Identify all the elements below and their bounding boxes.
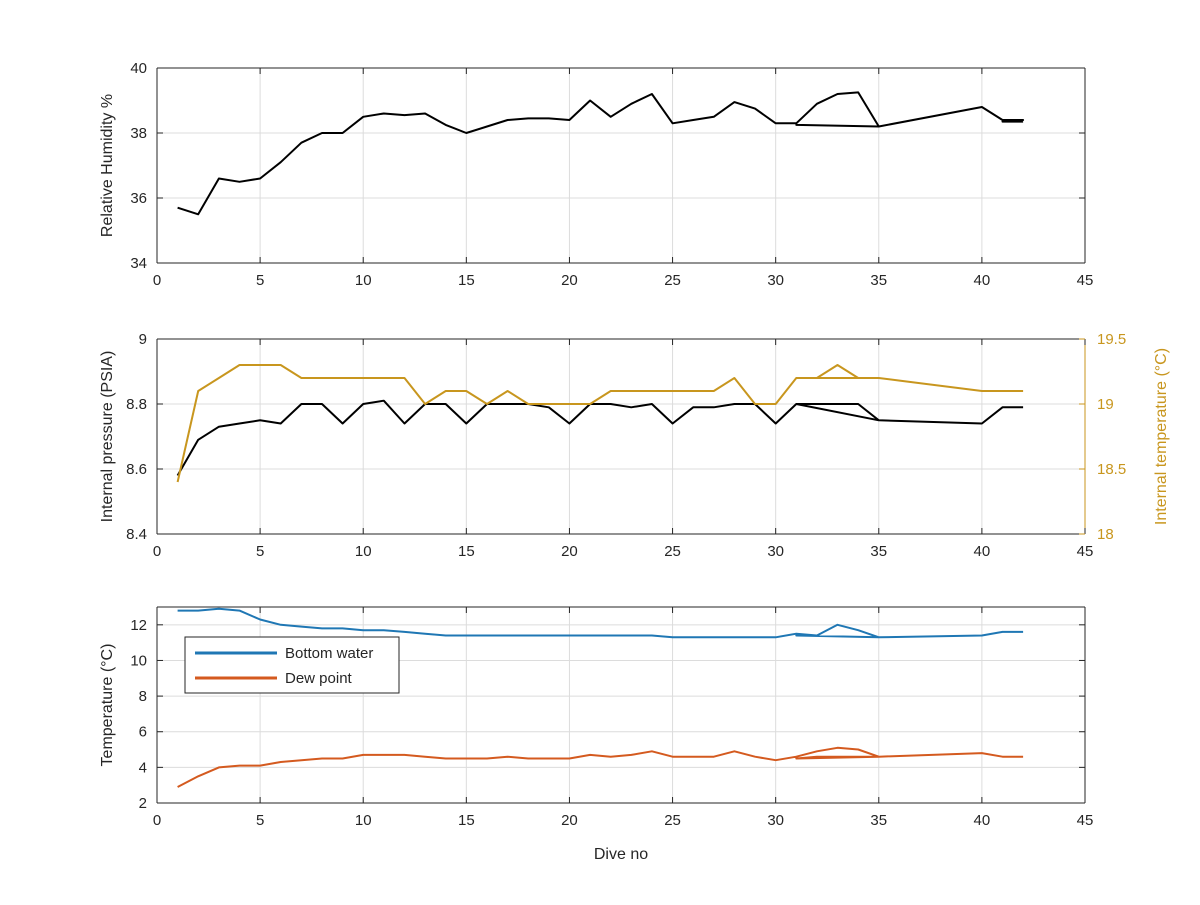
y2-tick-label: 19.5 [1097,331,1126,348]
plot-area [157,68,1085,263]
y-tick-label: 6 [139,724,147,741]
legend-label: Dew point [285,670,353,687]
x-tick-label: 15 [458,272,475,289]
x-tick-label: 10 [355,543,372,560]
y-tick-label: 2 [139,795,147,812]
x-tick-label: 20 [561,272,578,289]
y-tick-label: 8.6 [126,461,147,478]
x-axis-label: Dive no [594,846,648,863]
y-tick-label: 8.4 [126,526,147,543]
x-tick-label: 45 [1077,543,1094,560]
x-tick-label: 10 [355,272,372,289]
x-tick-label: 40 [974,812,991,829]
y-tick-label: 8 [139,688,147,705]
y-tick-label: 36 [130,190,147,207]
x-tick-label: 30 [767,812,784,829]
x-tick-label: 5 [256,272,264,289]
x-tick-label: 45 [1077,812,1094,829]
legend-box [184,636,400,694]
axes-panel-2: 0 5 10 15 20 25 30 35 40 45 8.4 8.6 8.8 9 18 18.5 19 19.5… [99,331,1170,560]
x-tick-label: 30 [767,543,784,560]
y2-tick-label: 18 [1097,526,1114,543]
axes-panel-1: 0 5 10 15 20 25 30 35 40 45 34 36 38 40 Relative Humid… [99,60,1093,289]
x-tick-label: 15 [458,812,475,829]
x-tick-label: 0 [153,543,161,560]
x-tick-label: 40 [974,543,991,560]
series-line-left-axis [176,399,1024,476]
plot-area [157,339,1085,534]
x-tick-label: 35 [870,272,887,289]
y-axis-label: Relative Humidity % [99,94,116,237]
y-tick-label: 9 [139,331,147,348]
x-tick-label: 25 [664,272,681,289]
series-line-bottom-water [177,607,1024,639]
x-tick-label: 20 [561,812,578,829]
series-line-right-axis [176,364,1024,483]
series-line-dew-point [177,746,1024,788]
y-tick-label: 12 [130,617,147,634]
x-tick-label: 5 [256,812,264,829]
y-axis-label: Temperature (°C) [99,644,116,767]
x-tick-label: 25 [664,543,681,560]
legend: Bottom water Dew point [184,636,400,694]
y-tick-label: 40 [130,60,147,77]
x-tick-label: 0 [153,812,161,829]
x-tick-label: 25 [664,812,681,829]
x-tick-label: 35 [870,543,887,560]
x-tick-label: 10 [355,812,372,829]
x-tick-label: 35 [870,812,887,829]
y-axis-label: Internal pressure (PSIA) [99,351,116,523]
y-tick-label: 38 [130,125,147,142]
x-tick-label: 5 [256,543,264,560]
y2-axis-label: Internal temperature (°C) [1153,348,1170,525]
y-tick-label: 34 [130,255,147,272]
x-tick-label: 30 [767,272,784,289]
x-tick-label: 40 [974,272,991,289]
y-tick-label: 8.8 [126,396,147,413]
legend-label: Bottom water [285,645,373,662]
x-tick-label: 45 [1077,272,1094,289]
series-line-left-axis [177,91,1025,216]
x-tick-label: 15 [458,543,475,560]
y2-tick-label: 19 [1097,396,1114,413]
x-tick-label: 20 [561,543,578,560]
y2-tick-label: 18.5 [1097,461,1126,478]
x-tick-label: 0 [153,272,161,289]
y-tick-label: 4 [139,759,147,776]
y-tick-label: 10 [130,652,147,669]
axes-panel-3: 0 5 10 15 20 25 30 35 40 45 2 4 6 8 10 12 Temperature (°… [99,606,1094,863]
